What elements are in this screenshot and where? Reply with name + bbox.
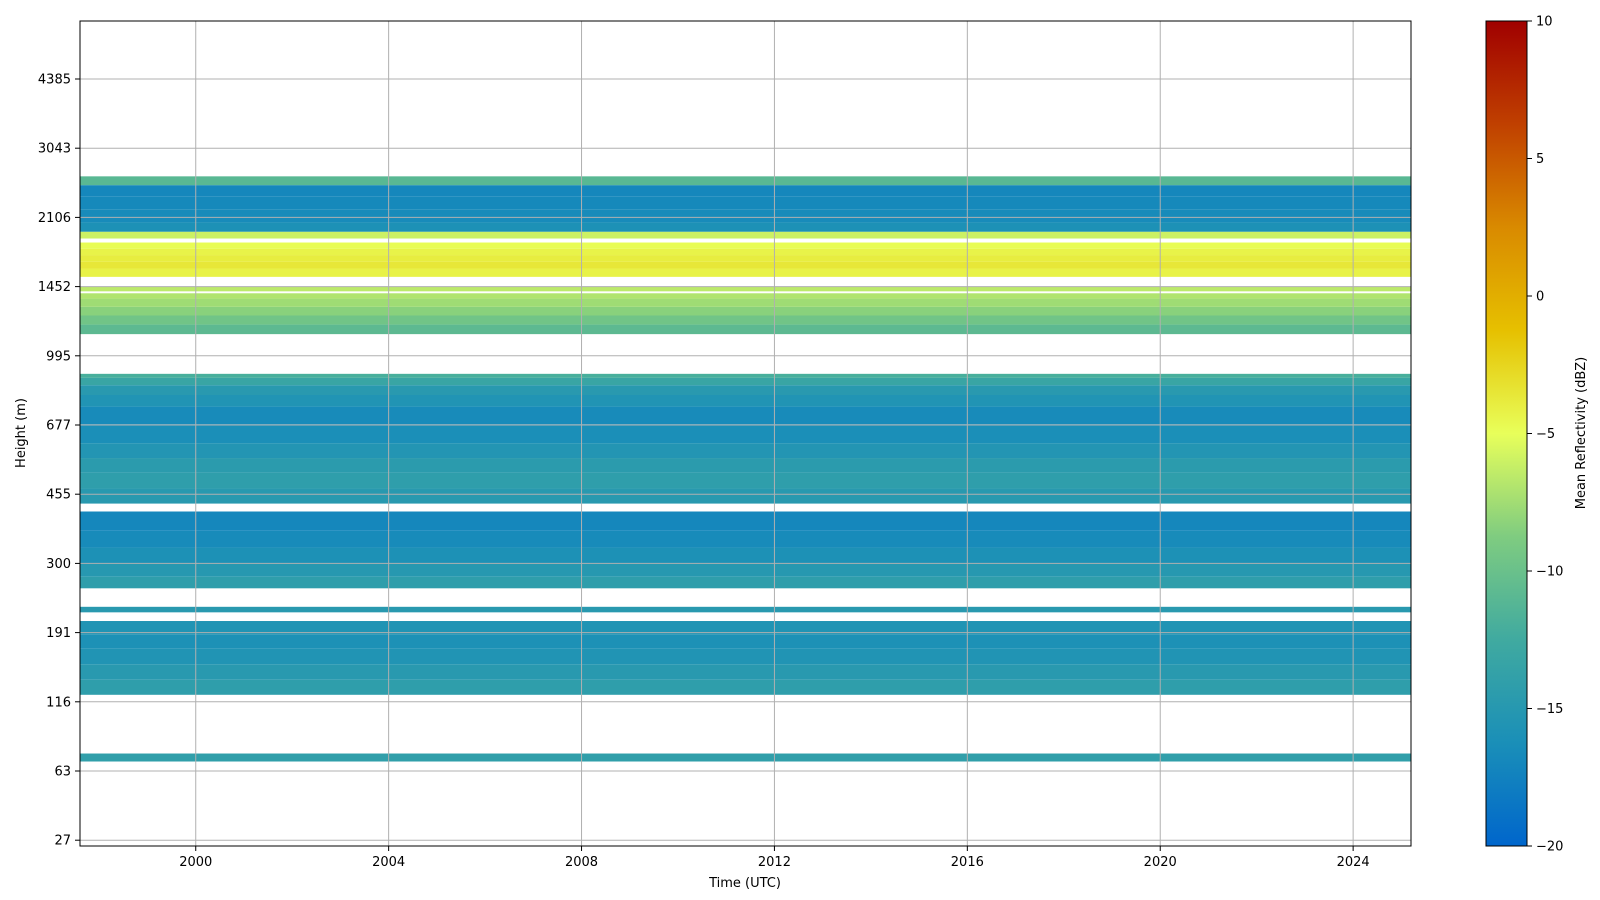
colorbar-tick-label: −5 — [1536, 427, 1555, 442]
colorbar-tick-label: −10 — [1536, 565, 1563, 580]
x-axis-label: Time (UTC) — [708, 876, 781, 891]
heatmap-band — [80, 261, 1411, 269]
colorbar-tick-label: −15 — [1536, 702, 1563, 717]
colorbar — [1485, 20, 1528, 847]
y-axis-ticks: 27 63 116 191 300 455 677 995 1452 2106 3043 4385 — [38, 73, 80, 849]
heatmap-band — [80, 634, 1411, 649]
y-tick-label: 995 — [46, 349, 71, 364]
heatmap-band — [80, 293, 1411, 299]
y-tick-label: 1452 — [38, 280, 71, 295]
heatmap-band — [80, 406, 1411, 425]
heatmap-band — [80, 563, 1411, 577]
y-tick-label: 3043 — [38, 142, 71, 157]
heatmap-band — [80, 306, 1411, 316]
y-tick-label: 116 — [46, 695, 71, 710]
heatmap-band — [80, 377, 1411, 386]
heatmap-band — [80, 664, 1411, 680]
heatmap-band — [80, 255, 1411, 262]
heatmap-band — [80, 298, 1411, 307]
x-tick-label: 2004 — [372, 855, 405, 870]
heatmap-band — [80, 242, 1411, 249]
x-axis-ticks: 2000 2004 2008 2012 2016 2020 2024 — [179, 846, 1370, 870]
heatmap-band — [80, 248, 1411, 256]
heatmap-band — [80, 268, 1411, 277]
y-tick-label: 2106 — [38, 211, 71, 226]
heatmap-band — [80, 324, 1411, 335]
x-tick-label: 2000 — [179, 855, 212, 870]
x-tick-label: 2016 — [951, 855, 984, 870]
grid-lines — [80, 21, 1411, 846]
y-tick-label: 63 — [54, 765, 71, 780]
x-tick-label: 2012 — [758, 855, 791, 870]
heatmap-band — [80, 443, 1411, 459]
heatmap-band — [80, 373, 1411, 378]
heatmap-band — [80, 424, 1411, 444]
plot-frame — [79, 20, 1412, 847]
heatmap-band — [80, 286, 1411, 292]
heatmap-band — [80, 547, 1411, 564]
y-axis-label: Height (m) — [14, 398, 29, 468]
x-tick-label: 2020 — [1144, 855, 1177, 870]
heatmap-band — [80, 753, 1411, 762]
y-tick-label: 677 — [46, 419, 71, 434]
heatmap-band — [80, 185, 1411, 197]
heatmap-band — [80, 315, 1411, 325]
heatmap-band — [80, 606, 1411, 613]
y-tick-label: 27 — [54, 834, 71, 849]
y-tick-label: 455 — [46, 488, 71, 503]
y-tick-label: 191 — [46, 626, 71, 641]
heatmap-band — [80, 176, 1411, 186]
colorbar-tick-label: −20 — [1536, 840, 1563, 855]
x-tick-label: 2024 — [1337, 855, 1370, 870]
colorbar-tick-label: 0 — [1536, 290, 1544, 305]
heatmap-bands — [80, 176, 1411, 762]
colorbar-tick-label: 10 — [1536, 15, 1553, 30]
x-tick-label: 2008 — [565, 855, 598, 870]
colorbar-ticks: 10 5 0 −5 −10 −15 −20 — [1527, 15, 1563, 855]
heatmap-band — [80, 196, 1411, 210]
heatmap-band — [80, 488, 1411, 504]
heatmap-band — [80, 385, 1411, 395]
heatmap-band — [80, 679, 1411, 695]
heatmap-band — [80, 209, 1411, 223]
heatmap-band — [80, 530, 1411, 548]
heatmap-band — [80, 231, 1411, 239]
colorbar-label: Mean Reflectivity (dBZ) — [1574, 357, 1589, 510]
heatmap-band — [80, 576, 1411, 589]
y-tick-label: 4385 — [38, 73, 71, 88]
heatmap-band — [80, 222, 1411, 232]
heatmap-band — [80, 458, 1411, 473]
heatmap-band — [80, 472, 1411, 489]
heatmap-band — [80, 394, 1411, 407]
y-tick-label: 300 — [46, 557, 71, 572]
heatmap-band — [80, 511, 1411, 531]
colorbar-tick-label: 5 — [1536, 152, 1544, 167]
heatmap-band — [80, 648, 1411, 665]
heatmap-band — [80, 621, 1411, 635]
